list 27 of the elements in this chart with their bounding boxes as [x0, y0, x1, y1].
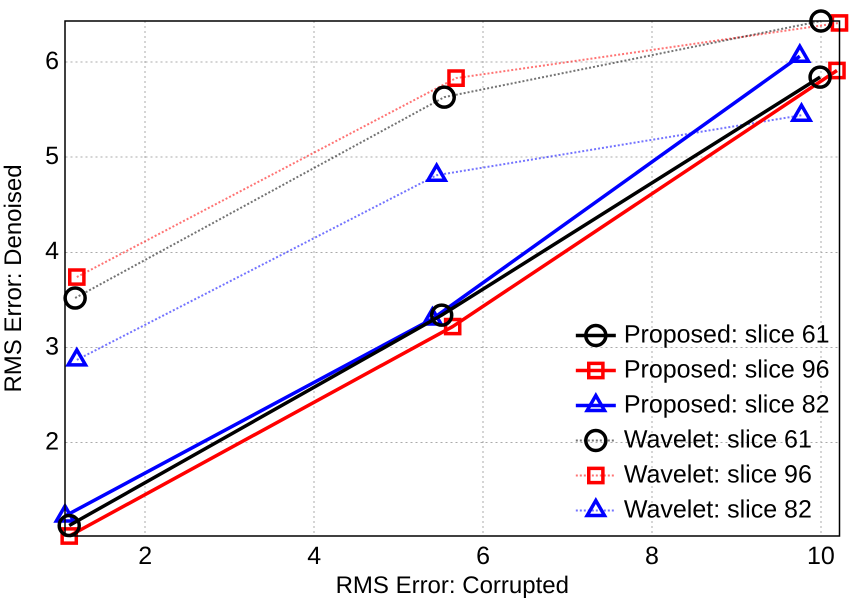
x-tick-label: 2: [138, 542, 152, 570]
x-axis-title: RMS Error: Corrupted: [336, 572, 569, 600]
legend-label: Wavelet: slice 96: [624, 460, 812, 488]
y-tick-label: 3: [45, 332, 59, 360]
point: [57, 514, 81, 538]
point: [63, 286, 87, 310]
point: [432, 85, 456, 109]
point: [430, 303, 454, 327]
y-tick-label: 6: [45, 46, 59, 75]
point: [830, 14, 848, 32]
point: [68, 268, 86, 286]
y-axis-title: RMS Error: Denoised: [0, 164, 28, 393]
y-tick-label: 2: [45, 428, 59, 456]
legend-label: Proposed: slice 96: [624, 355, 830, 384]
y-tick-label: 4: [45, 237, 60, 266]
legend-label: Proposed: slice 82: [624, 390, 830, 418]
legend-label: Wavelet: slice 82: [624, 495, 812, 524]
legend-label: Wavelet: slice 61: [624, 425, 812, 454]
x-tick-label: 4: [307, 542, 322, 570]
point: [447, 69, 465, 87]
x-tick-label: 6: [476, 542, 490, 570]
point: [809, 9, 833, 33]
x-tick-label: 8: [645, 542, 659, 570]
y-tick-label: 5: [45, 142, 59, 170]
x-tick-label: 10: [807, 542, 835, 570]
legend-label: Proposed: slice 61: [624, 320, 830, 348]
point: [808, 65, 832, 89]
